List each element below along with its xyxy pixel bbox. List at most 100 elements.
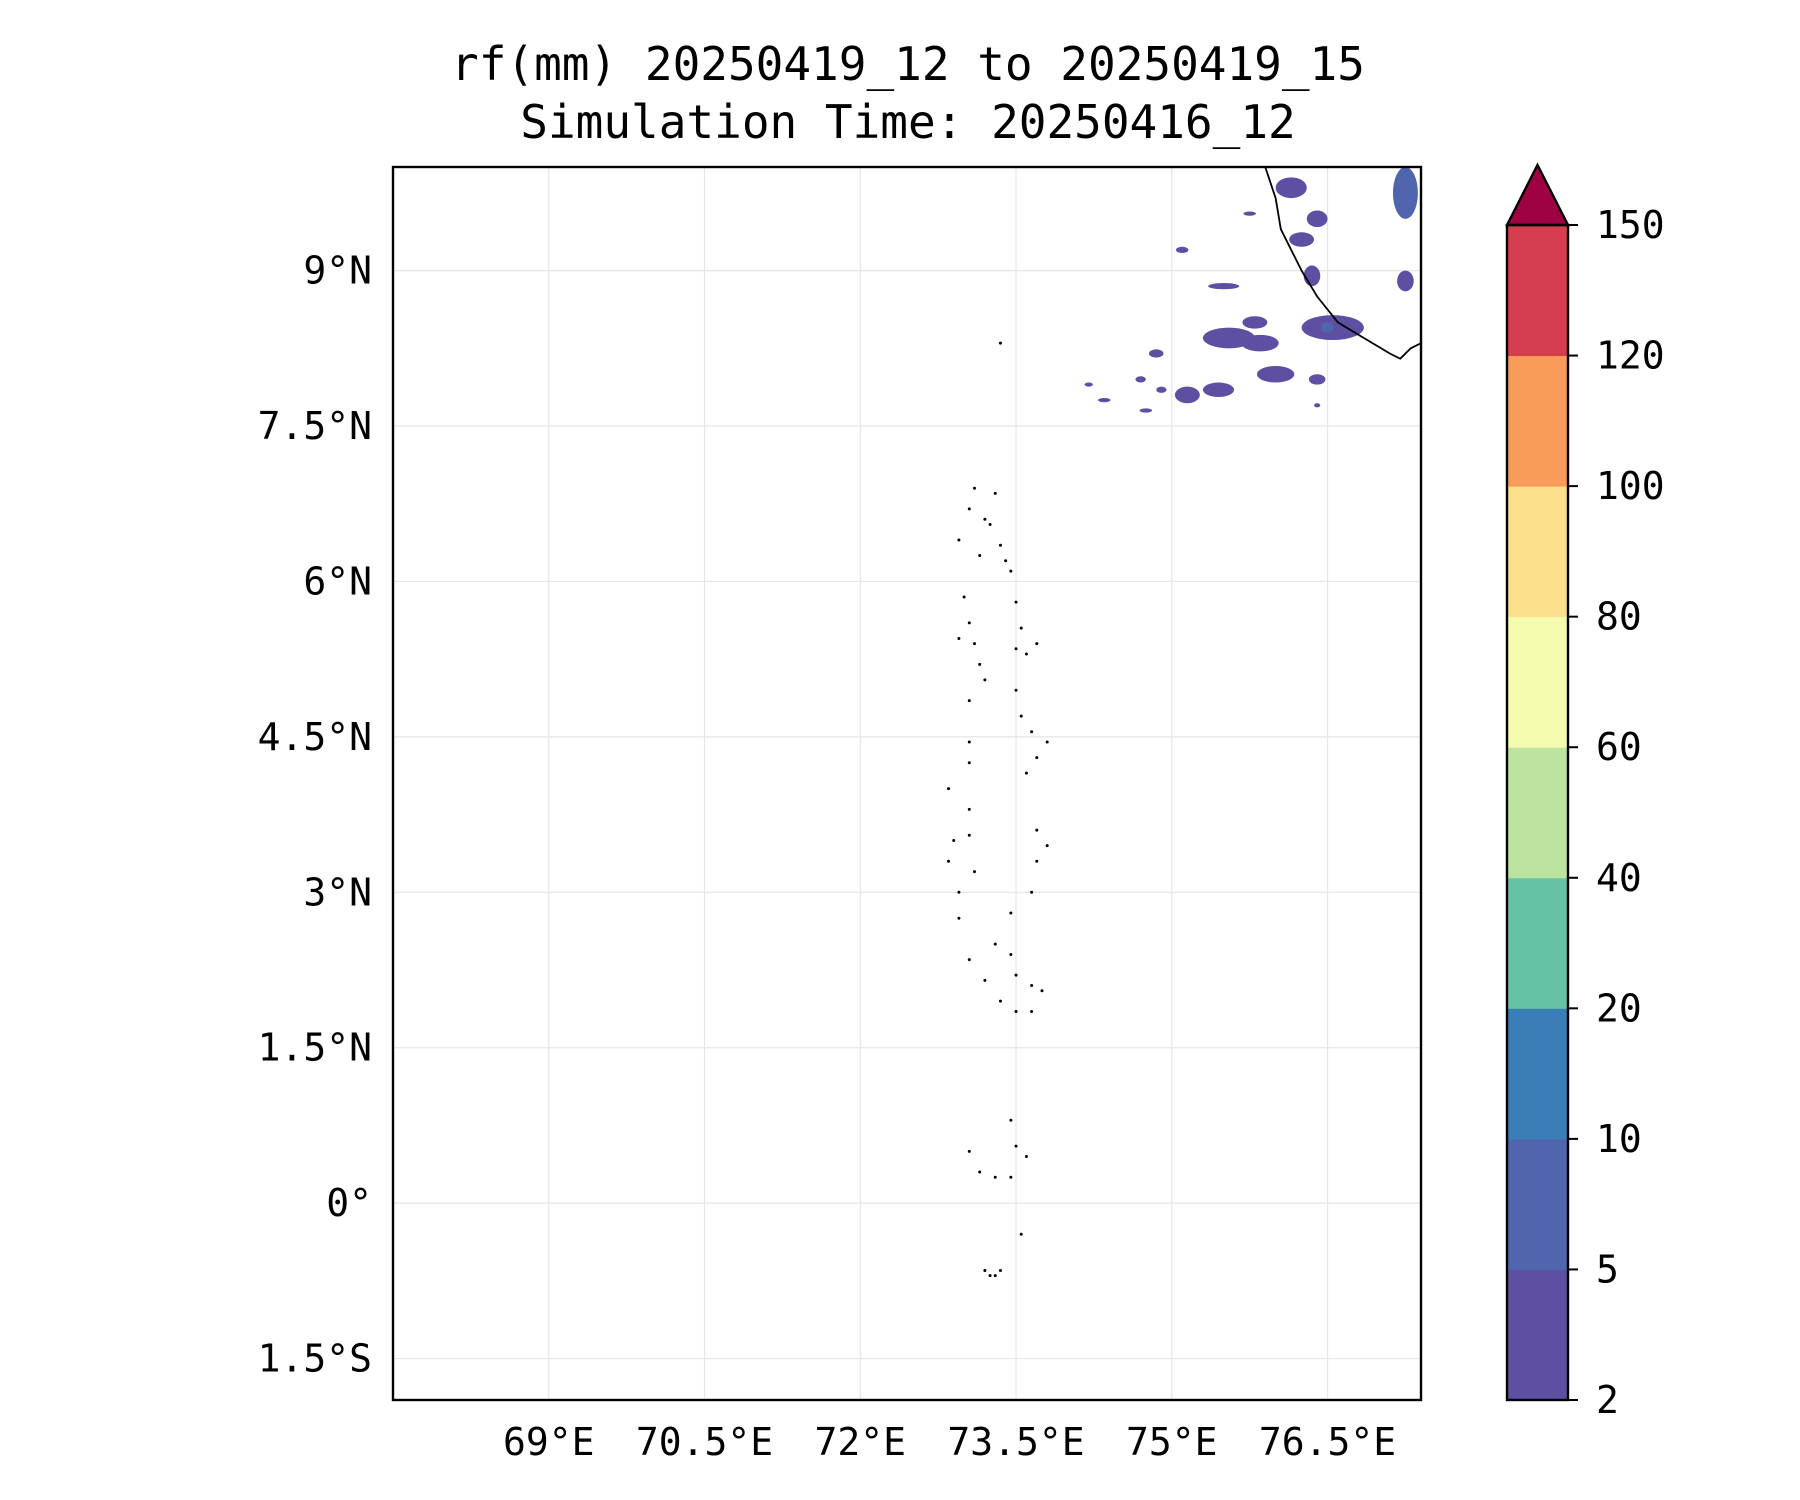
island-dot — [1019, 1232, 1023, 1236]
lat-tick-label: 4.5°N — [258, 715, 372, 759]
colorbar-tick-label: 120 — [1596, 334, 1665, 378]
island-dot — [967, 1149, 971, 1153]
rainfall-patch — [1174, 386, 1200, 404]
gridlines — [393, 167, 1421, 1400]
map-panel: 69°E 70.5°E 72°E 73.5°E 75°E 76.5°E 9°N 7.5°N 6… — [258, 165, 1423, 1464]
colorbar-frame — [1505, 223, 1570, 1402]
latitude-tick-labels: 9°N 7.5°N 6°N 4.5°N 3°N 1.5°N 0° 1.5°S — [258, 249, 372, 1381]
colorbar-segment — [1507, 747, 1568, 879]
island-dot — [1024, 771, 1028, 775]
lon-tick-label: 73.5°E — [947, 1420, 1084, 1464]
rainfall-patch — [1275, 177, 1307, 199]
island-dot — [988, 1274, 992, 1278]
coastline-india — [1264, 167, 1421, 360]
lat-tick-label: 9°N — [303, 249, 372, 293]
island-dot — [967, 807, 971, 811]
colorbar-tick-label: 2 — [1596, 1378, 1619, 1422]
island-dot — [1019, 626, 1023, 630]
island-dot — [967, 833, 971, 837]
colorbar-segment — [1507, 877, 1568, 1009]
island-dot — [957, 538, 961, 542]
rainfall-patch — [1202, 382, 1235, 398]
island-dot — [967, 699, 971, 703]
colorbar-segment — [1507, 486, 1568, 618]
longitude-tick-labels: 69°E 70.5°E 72°E 73.5°E 75°E 76.5°E — [503, 1420, 1396, 1464]
island-dot — [1024, 652, 1028, 656]
rainfall-patch — [1314, 403, 1321, 408]
colorbar: 2 5 10 20 40 60 80 100 120 150 — [1505, 162, 1665, 1422]
lon-tick-label: 75°E — [1126, 1420, 1218, 1464]
island-dot — [983, 678, 987, 682]
island-dot — [978, 554, 982, 558]
colorbar-tick-label: 5 — [1596, 1247, 1619, 1291]
colorbar-tick-label: 20 — [1596, 986, 1642, 1030]
island-dot — [967, 507, 971, 511]
island-dot — [993, 491, 997, 495]
island-dot — [1019, 714, 1023, 718]
island-dot — [1030, 890, 1034, 894]
island-dot — [957, 636, 961, 640]
colorbar-tick-label: 150 — [1596, 203, 1665, 247]
island-dot — [993, 1175, 997, 1179]
island-dot — [988, 522, 992, 526]
rainfall-patch — [1135, 376, 1146, 383]
island-dot — [1040, 989, 1044, 993]
island-dot — [1014, 688, 1018, 692]
island-dot — [998, 543, 1002, 547]
colorbar-tick-label: 10 — [1596, 1117, 1642, 1161]
colorbar-tick-label: 100 — [1596, 464, 1665, 508]
island-dot — [957, 916, 961, 920]
colorbar-segment — [1507, 1138, 1568, 1270]
lat-tick-label: 1.5°S — [258, 1337, 372, 1381]
lat-tick-label: 1.5°N — [258, 1026, 372, 1070]
island-dot — [1024, 1155, 1028, 1159]
island-dot — [978, 1170, 982, 1174]
island-dot — [1035, 642, 1039, 646]
island-dot — [1035, 859, 1039, 863]
rainfall-patch — [1306, 210, 1328, 228]
island-dot — [1009, 1175, 1013, 1179]
rainfall-patch — [1242, 316, 1268, 329]
rainfall-patch — [1256, 365, 1295, 383]
island-dot — [957, 890, 961, 894]
island-dot — [1045, 844, 1049, 848]
colorbar-segments — [1507, 225, 1568, 1401]
lat-tick-label: 3°N — [303, 870, 372, 914]
island-dot — [1009, 569, 1013, 573]
island-dot — [967, 621, 971, 625]
island-dot — [972, 486, 976, 490]
colorbar-segment — [1507, 1008, 1568, 1140]
figure-title-line1: rf(mm) 20250419_12 to 20250419_15 — [451, 37, 1365, 91]
rainfall-patch — [1321, 322, 1334, 333]
rainfall-patch — [1156, 386, 1167, 393]
island-dot — [972, 870, 976, 874]
colorbar-tick-label: 60 — [1596, 725, 1642, 769]
colorbar-extend-max-triangle — [1505, 162, 1570, 227]
island-dot — [1045, 740, 1049, 744]
island-dot — [947, 787, 951, 791]
island-dot — [993, 942, 997, 946]
island-dot — [1014, 1009, 1018, 1013]
colorbar-tick-labels: 2 5 10 20 40 60 80 100 120 150 — [1568, 203, 1665, 1422]
rainfall-patch — [1148, 349, 1164, 358]
rainfall-patch — [1098, 398, 1111, 403]
island-dot — [967, 958, 971, 962]
island-dot — [978, 662, 982, 666]
colorbar-segment — [1507, 355, 1568, 487]
lat-tick-label: 7.5°N — [258, 404, 372, 448]
rainfall-patch — [1243, 211, 1256, 216]
island-dot — [983, 517, 987, 521]
island-dot — [1035, 756, 1039, 760]
lon-tick-label: 76.5°E — [1259, 1420, 1396, 1464]
rainfall-patch — [1208, 283, 1240, 290]
island-dot — [1030, 1009, 1034, 1013]
lon-tick-label: 69°E — [503, 1420, 595, 1464]
island-dot — [1009, 1118, 1013, 1122]
island-dot — [962, 595, 966, 599]
island-dot — [1014, 1144, 1018, 1148]
island-dot — [972, 642, 976, 646]
colorbar-segment — [1507, 616, 1568, 748]
figure-title-line2: Simulation Time: 20250416_12 — [520, 95, 1295, 149]
island-dot — [1014, 647, 1018, 651]
